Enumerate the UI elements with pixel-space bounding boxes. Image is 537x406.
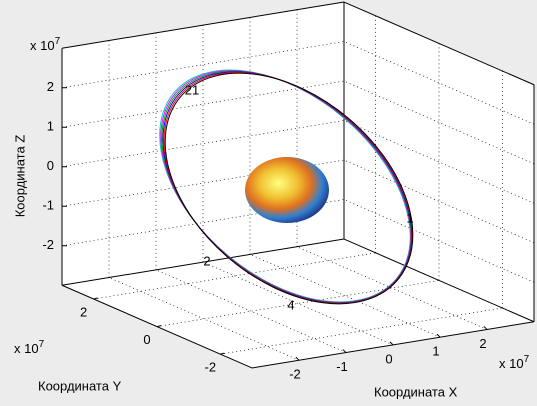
x-tick-label: -2 bbox=[289, 367, 301, 382]
y-axis-label: Координата Y bbox=[38, 378, 122, 393]
z-tick-label: 1 bbox=[47, 119, 54, 134]
exponent-power: 7 bbox=[524, 354, 530, 365]
y-tick-label: -2 bbox=[205, 360, 217, 375]
orbit-annotation: 4 bbox=[287, 297, 294, 312]
x-tick-label: 0 bbox=[385, 351, 392, 366]
z-tick-label: 2 bbox=[47, 79, 54, 94]
z-tick-label: -2 bbox=[42, 237, 54, 252]
z-tick-label: 0 bbox=[47, 158, 54, 173]
z-axis-label: Координата Z bbox=[12, 135, 27, 218]
z-tick-label: -1 bbox=[42, 198, 54, 213]
chart: -2 -1 0 1 2 -2 -1 0 1 2 -2 0 2 Координата X Координата… bbox=[0, 0, 537, 406]
back-wall bbox=[62, 2, 344, 285]
x-tick-label: 2 bbox=[479, 336, 486, 351]
y-tick-label: 2 bbox=[80, 304, 87, 319]
exponent-power: 7 bbox=[55, 36, 61, 47]
orbit-annotation: 2 bbox=[203, 253, 210, 268]
x-axis-label: Координата X bbox=[374, 384, 458, 399]
x-tick-label: 1 bbox=[432, 344, 439, 359]
earth bbox=[245, 157, 329, 223]
y-tick-label: 0 bbox=[143, 332, 150, 347]
orbit-annotation: 21 bbox=[185, 82, 199, 97]
exponent-power: 7 bbox=[39, 339, 45, 350]
exponent-base: x 10 bbox=[30, 38, 55, 53]
x-tick-label: -1 bbox=[336, 359, 348, 374]
orbit-annotation: 1 bbox=[406, 210, 413, 225]
exponent-base: x 10 bbox=[499, 356, 524, 371]
exponent-base: x 10 bbox=[14, 341, 39, 356]
